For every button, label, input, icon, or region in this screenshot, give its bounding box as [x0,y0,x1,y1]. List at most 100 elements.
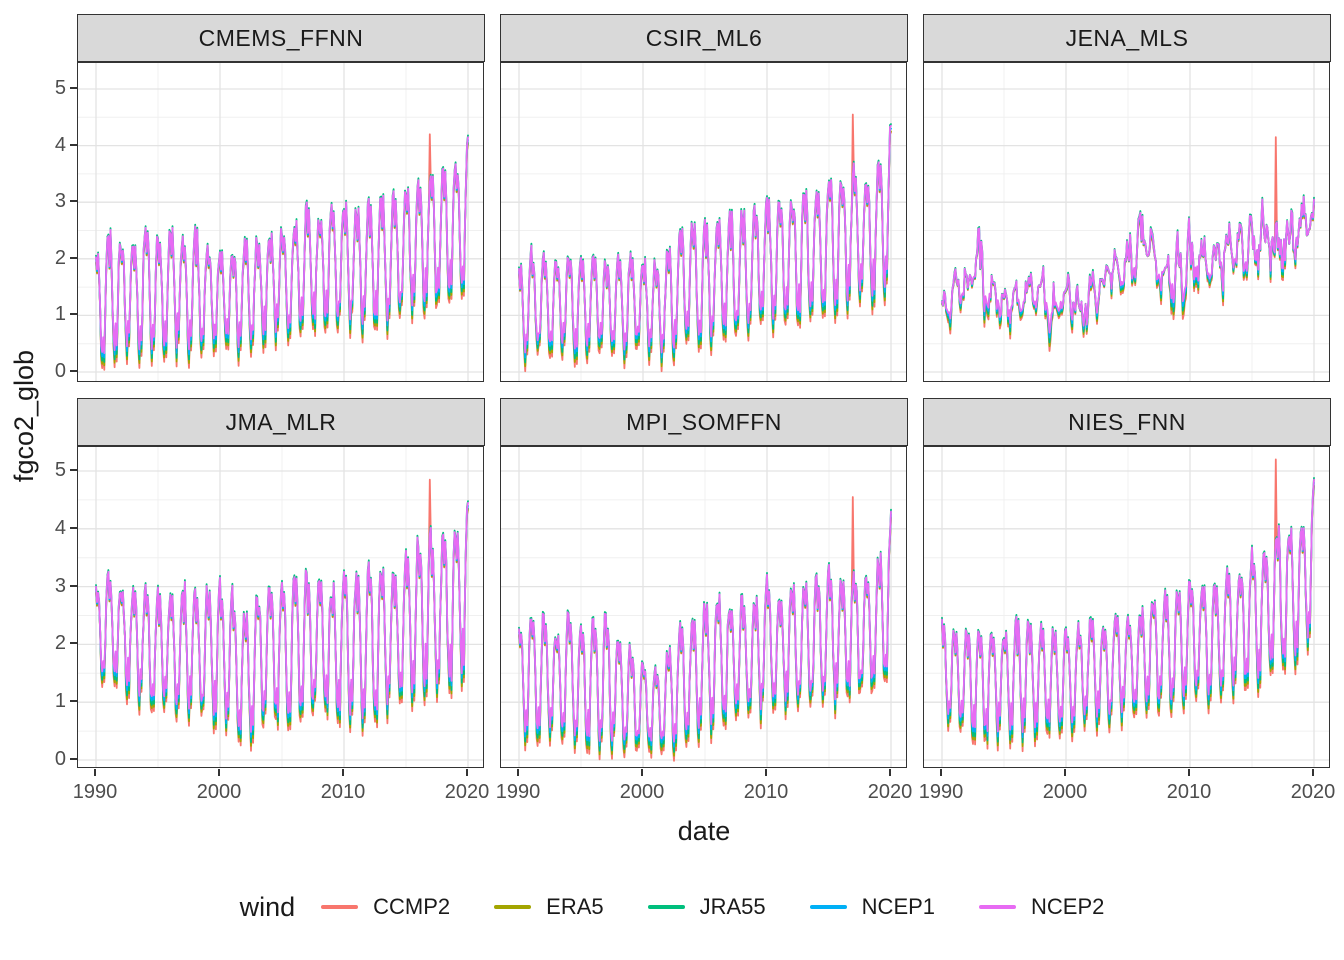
y-tick-label: 0 [54,748,66,770]
x-tick-label: 2000 [619,781,665,803]
legend-entry-jra55: JRA55 [647,894,766,920]
y-tick-mark [70,256,77,259]
y-tick-mark [70,87,77,89]
y-tick-label: 1 [54,690,66,713]
legend-label: NCEP2 [1031,894,1105,919]
facet-title: NIES_FNN [1068,408,1186,435]
facet-strip: NIES_FNN [923,398,1331,446]
legend-entry-ncep2: NCEP2 [979,894,1104,920]
y-tick-label: 2 [54,246,66,269]
legend-label: CCMP2 [373,894,451,919]
facet-panel-mpi-somffn: MPI_SOMFFN [500,398,908,769]
y-tick-mark [70,584,77,587]
facet-panel-csir-ml6: CSIR_ML6 [500,14,908,383]
y-axis-title: fgco2_glob [9,349,39,483]
y-tick-label: 3 [54,190,66,213]
plot-area-mpi-somffn [500,446,907,768]
y-tick-label: 0 [54,360,66,382]
legend-key-line-ncep2 [979,905,1017,909]
legend-label: ERA5 [546,894,604,919]
facet-title: JMA_MLR [225,408,337,435]
y-tick-mark [70,526,77,529]
facet-title: JENA_MLS [1065,24,1189,51]
facet-panel-cmems-ffnn: CMEMS_FFNN [77,14,485,383]
legend-entry-era5: ERA5 [494,894,604,920]
y-tick-mark [70,200,77,203]
y-tick-mark [70,758,77,760]
line-jra55 [941,476,1315,744]
line-ncep2 [518,510,892,743]
facet-panel-jma-mlr: JMA_MLR [77,398,485,769]
line-ncep2 [95,501,469,733]
facet-title: CSIR_ML6 [645,24,763,51]
x-tick-label: 2020 [1290,781,1336,803]
plot-area-jma-mlr [77,446,484,768]
x-tick-label: 1990 [918,781,964,803]
facet-title: CMEMS_FFNN [198,24,364,51]
x-tick-label: 2020 [444,781,490,803]
x-tick-label: 2000 [1042,781,1088,803]
x-tick-mark [641,769,643,776]
facet-strip: CSIR_ML6 [500,14,908,62]
y-tick-label: 4 [54,133,66,156]
x-axis-title: date [677,816,731,846]
x-tick-label: 2010 [743,781,789,803]
x-tick-mark [466,769,468,776]
plot-area-nies-fnn [923,446,1330,768]
legend-key-line-ccmp2 [321,905,359,909]
plot-area-jena-mls [923,62,1330,382]
facet-strip: JENA_MLS [923,14,1331,62]
line-ncep2 [941,195,1315,334]
x-tick-label: 2000 [196,781,242,803]
y-tick-label: 5 [54,77,66,99]
y-tick-label: 1 [54,303,66,326]
line-jra55 [95,500,469,744]
x-tick-label: 1990 [495,781,541,803]
line-ncep2 [95,136,469,355]
y-tick-mark [70,469,77,471]
legend-label: NCEP1 [861,894,936,919]
x-tick-mark [1188,769,1190,776]
y-tick-label: 4 [54,516,66,539]
facet-title: MPI_SOMFFN [626,408,782,435]
legend: wind CCMP2 ERA5 JRA55 NCEP1 NCEP2 [0,890,1344,924]
x-tick-mark [889,769,891,776]
line-jra55 [518,123,892,364]
x-tick-mark [1064,769,1066,776]
y-tick-mark [70,313,77,316]
facet-strip: MPI_SOMFFN [500,398,908,446]
plot-area-cmems-ffnn [77,62,484,382]
legend-key-line-ncep1 [809,905,847,909]
legend-key-line-era5 [494,905,532,909]
legend-title: wind [239,891,296,922]
y-tick-label: 3 [54,574,66,597]
y-tick-label: 5 [54,459,66,481]
line-ncep2 [941,478,1315,734]
x-tick-mark [1312,769,1314,776]
y-tick-mark [70,700,77,703]
x-tick-mark [218,769,220,776]
x-tick-mark [342,769,344,776]
x-tick-mark [94,769,96,776]
x-tick-label: 2010 [320,781,366,803]
facet-panel-nies-fnn: NIES_FNN [923,398,1331,769]
y-tick-mark [70,642,77,645]
x-tick-mark [940,769,942,776]
y-tick-mark [70,143,77,146]
facet-strip: JMA_MLR [77,398,485,446]
y-tick-label: 2 [54,632,66,655]
facet-strip: CMEMS_FFNN [77,14,485,62]
legend-entry-ncep1: NCEP1 [809,894,936,920]
x-tick-label: 2020 [867,781,913,803]
x-tick-mark [765,769,767,776]
x-tick-label: 2010 [1166,781,1212,803]
plot-area-csir-ml6 [500,62,907,382]
x-tick-mark [517,769,519,776]
legend-key-line-jra55 [647,905,685,909]
y-tick-mark [70,370,77,372]
legend-label: JRA55 [699,894,766,919]
facet-panel-jena-mls: JENA_MLS [923,14,1331,383]
legend-entry-ccmp2: CCMP2 [321,894,450,920]
x-tick-label: 1990 [72,781,118,803]
line-ncep2 [518,124,892,354]
